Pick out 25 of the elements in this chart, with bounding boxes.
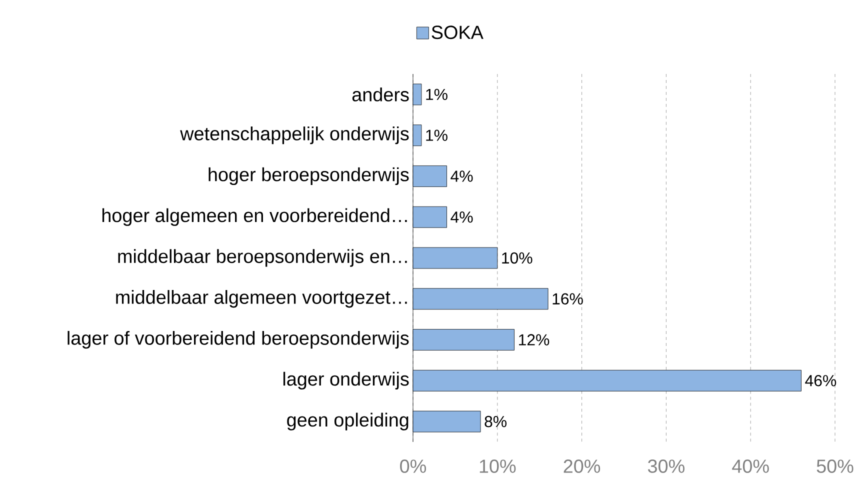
y-tick-label: anders bbox=[352, 87, 409, 102]
y-tick-label: middelbaar beroepsonderwijs en… bbox=[118, 249, 407, 267]
text: 12% bbox=[519, 334, 550, 346]
text: 4% bbox=[450, 212, 473, 223]
legend-label: SOKA bbox=[432, 26, 484, 40]
y-tick-label: wetenschappelijk onderwijs bbox=[180, 126, 409, 144]
y-tick-label: middelbaar algemeen voortgezet… bbox=[116, 290, 407, 308]
text: 16% bbox=[552, 293, 583, 305]
text: 10% bbox=[502, 252, 532, 264]
y-tick-label: geen opleiding bbox=[287, 412, 408, 430]
text: 46% bbox=[805, 375, 836, 386]
y-tick-label: lager onderwijs bbox=[283, 372, 409, 390]
x-tick-label: 50% bbox=[816, 460, 854, 473]
x-tick-label: 10% bbox=[480, 460, 516, 473]
y-tick-label: lager of voorbereidend beroepsonderwijs bbox=[68, 330, 409, 349]
text: 1% bbox=[426, 88, 448, 100]
x-tick-label: 0% bbox=[400, 460, 426, 473]
y-tick-label: hoger beroepsonderwijs bbox=[208, 167, 409, 186]
x-tick-label: 40% bbox=[732, 460, 769, 473]
text: 4% bbox=[450, 170, 473, 182]
text: 8% bbox=[484, 416, 507, 428]
y-tick-label: hoger algemeen en voorbereidend… bbox=[102, 208, 407, 226]
x-tick-label: 30% bbox=[648, 460, 684, 473]
x-tick-label: 20% bbox=[564, 460, 600, 473]
text: 1% bbox=[426, 130, 448, 141]
